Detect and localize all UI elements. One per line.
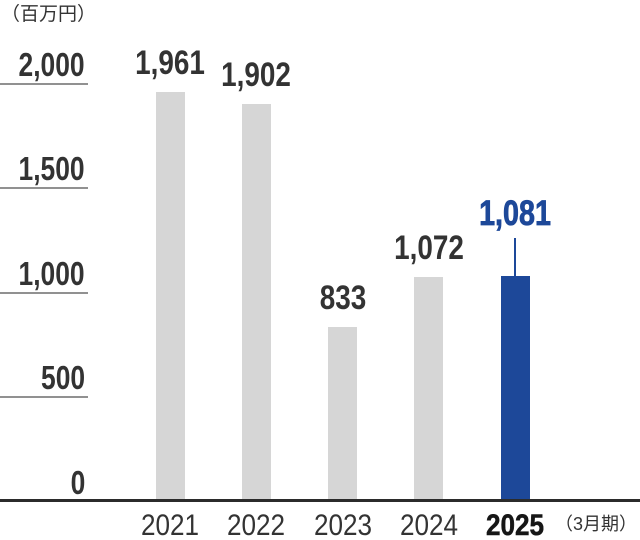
x-category-label: 2022 — [227, 509, 286, 540]
y-tick-label: 1,000 — [18, 254, 85, 292]
bar-value-label: 1,072 — [393, 229, 464, 268]
bar — [328, 327, 357, 502]
bar-value-label: 1,902 — [221, 55, 292, 94]
y-tick-label: 2,000 — [18, 45, 85, 83]
bar — [155, 91, 185, 502]
y-tick-line — [0, 82, 88, 85]
x-category-label: 2024 — [399, 509, 458, 540]
bar — [414, 277, 444, 502]
x-category-label: 2023 — [313, 509, 372, 540]
bar-value-label: 1,961 — [135, 43, 205, 82]
y-tick-label: 500 — [40, 359, 85, 396]
y-tick-line — [0, 187, 88, 189]
y-tick-label: 1,500 — [18, 150, 85, 187]
x-axis-unit-label: （3月期） — [554, 514, 637, 534]
x-category-label: 2025 — [485, 509, 545, 540]
x-axis-line — [0, 499, 640, 502]
y-tick-label: 0 — [70, 463, 85, 501]
y-tick-line — [0, 396, 88, 398]
value-leader-line — [514, 237, 516, 280]
bar-value-label: 1,081 — [479, 193, 551, 233]
x-category-label: 2021 — [140, 509, 200, 540]
y-axis-unit-label: （百万円） — [1, 4, 97, 25]
bar-value-label: 833 — [319, 279, 366, 318]
bar — [241, 103, 271, 502]
bar-highlighted — [500, 275, 530, 502]
y-tick-line — [0, 291, 88, 294]
